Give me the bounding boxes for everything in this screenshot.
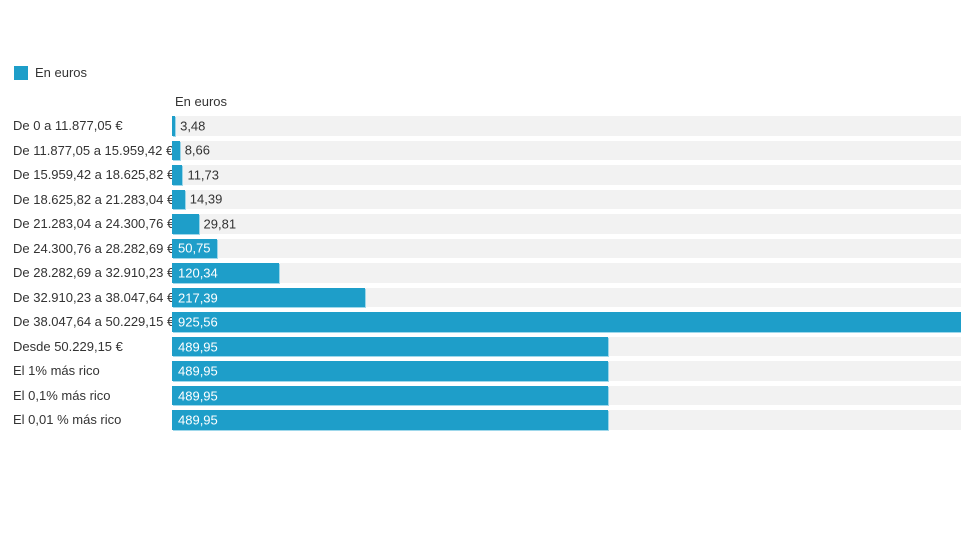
category-label: El 1% más rico [13,363,100,379]
bar [172,287,366,308]
bar [172,238,218,259]
value-label: 3,48 [180,118,206,134]
bar-track: 489,95 [172,361,961,381]
bar-track: 3,48 [172,116,961,136]
column-header: En euros [175,94,228,109]
bar-chart: En euros De 0 a 11.877,05 € 3,48 De 11.877… [0,95,961,435]
bar-track: 120,34 [172,263,961,283]
bar [172,410,608,430]
category-label: El 0,1% más rico [13,387,111,403]
chart-row: El 0,1% más rico 489,95 [0,385,961,406]
category-label: De 0 a 11.877,05 € [13,118,123,133]
bar-track: 489,95 [172,336,961,357]
chart-row: De 38.047,64 a 50.229,15 € 925,56 [0,312,961,332]
bar [172,263,280,283]
chart-rows: De 0 a 11.877,05 € 3,48 De 11.877,05 a 15.… [0,116,961,430]
chart-row: De 32.910,23 a 38.047,64 € 217,39 [0,287,961,308]
bar [172,189,185,210]
category-label: De 11.877,05 a 15.959,42 € [13,142,172,158]
bar-track: 50,75 [172,238,961,259]
category-label: De 24.300,76 a 28.282,69 € [13,240,172,256]
category-label: De 28.282,69 a 32.910,23 € [13,265,172,281]
value-label: 11,73 [187,167,220,183]
chart-row: De 15.959,42 a 18.625,82 € 11,73 [0,165,961,185]
bar [172,165,183,185]
value-label: 489,95 [178,412,218,428]
bar-track: 29,81 [172,214,961,234]
bar-track: 925,56 [172,312,961,332]
legend-label: En euros [35,65,88,80]
bar-track: 8,66 [172,140,961,161]
bar [172,385,608,406]
category-label: Desde 50.229,15 € [13,338,123,354]
value-label: 489,95 [178,388,218,404]
chart-row: El 0,01 % más rico 489,95 [0,410,961,430]
value-label: 217,39 [178,290,218,306]
bar [172,336,608,357]
bar [172,312,961,332]
value-label: 50,75 [178,240,211,256]
bar-track: 489,95 [172,385,961,406]
chart-row: De 18.625,82 a 21.283,04 € 14,39 [0,189,961,210]
chart-row: De 24.300,76 a 28.282,69 € 50,75 [0,238,961,259]
legend: En euros [14,66,87,80]
value-label: 925,56 [178,314,218,330]
category-label: De 15.959,42 a 18.625,82 € [13,167,172,183]
bar-track: 11,73 [172,165,961,185]
bar-track: 14,39 [172,189,961,210]
bar [172,140,180,161]
category-label: De 18.625,82 a 21.283,04 € [13,191,172,207]
bar [172,116,176,136]
chart-row: De 0 a 11.877,05 € 3,48 [0,116,961,136]
chart-row: De 21.283,04 a 24.300,76 € 29,81 [0,214,961,234]
chart-row: De 28.282,69 a 32.910,23 € 120,34 [0,263,961,283]
category-label: De 21.283,04 a 24.300,76 € [13,216,172,232]
value-label: 14,39 [189,191,223,207]
bar [172,361,608,381]
value-label: 489,95 [178,363,218,379]
chart-row: El 1% más rico 489,95 [0,361,961,381]
chart-row: Desde 50.229,15 € 489,95 [0,336,961,357]
category-label: De 38.047,64 a 50.229,15 € [13,314,172,330]
value-label: 120,34 [178,265,218,281]
bar-track: 489,95 [172,410,961,430]
category-label: De 32.910,23 a 38.047,64 € [13,289,172,305]
bar [172,214,199,234]
value-label: 29,81 [203,216,237,232]
value-label: 489,95 [178,339,218,355]
category-label: El 0,01 % más rico [13,412,122,428]
bar-track: 217,39 [172,287,961,308]
chart-row: De 11.877,05 a 15.959,42 € 8,66 [0,140,961,161]
legend-swatch [14,66,28,80]
value-label: 8,66 [184,142,211,158]
